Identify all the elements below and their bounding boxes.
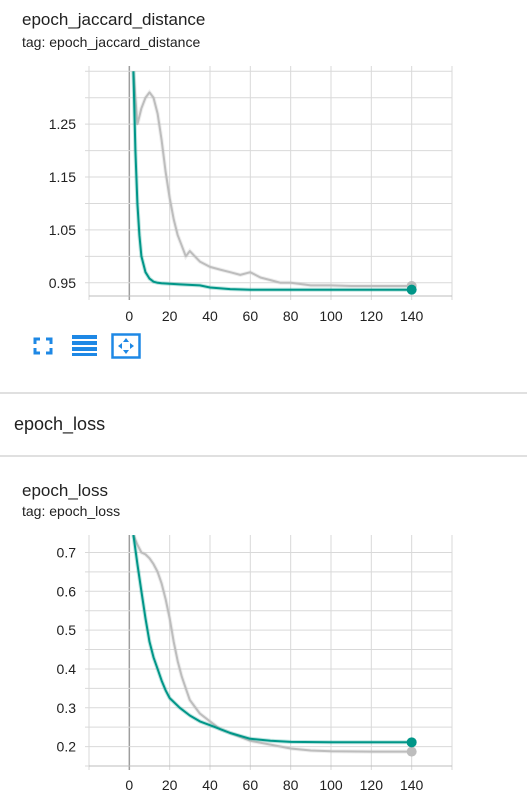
series-end-point [406, 284, 417, 295]
section-divider [0, 455, 527, 457]
y-tick-label: 0.6 [57, 583, 77, 599]
y-tick-label: 0.4 [57, 661, 77, 677]
loss-chart[interactable]: 0.2 0.3 0.4 0.5 0.6 0.7 0 20 40 60 80 100 120 140 [0, 532, 527, 802]
x-tick-label: 120 [360, 777, 384, 793]
x-tick-label: 80 [283, 777, 299, 793]
x-tick-label: 140 [400, 777, 424, 793]
y-tick-label: 1.15 [49, 169, 76, 185]
series-raw-line [131, 71, 412, 292]
toggle-log-scale-icon[interactable] [70, 333, 98, 359]
x-tick-label: 100 [319, 777, 343, 793]
section-title[interactable]: epoch_loss [14, 414, 106, 434]
series-end-point [406, 746, 417, 757]
x-tick-label: 140 [400, 308, 424, 324]
series-raw-line [131, 535, 412, 754]
x-tick-label: 0 [125, 777, 133, 793]
x-tick-label: 60 [243, 308, 259, 324]
series-raw-line [131, 71, 412, 288]
y-tick-label: 0.7 [57, 544, 77, 560]
y-tick-label: 0.3 [57, 700, 77, 716]
y-tick-label: 0.5 [57, 622, 77, 638]
x-tick-label: 60 [243, 777, 259, 793]
section-divider [0, 392, 527, 394]
chart-tag: tag: epoch_loss [22, 503, 121, 519]
series-line-run_teal [132, 535, 412, 744]
series-end-point [406, 737, 417, 748]
y-tick-label: 0.95 [49, 275, 76, 291]
y-tick-label: 1.05 [49, 222, 76, 238]
chart-tag: tag: epoch_jaccard_distance [22, 34, 201, 50]
x-tick-label: 0 [125, 308, 133, 324]
jaccard-distance-chart[interactable]: 0.95 1.05 1.15 1.25 0 20 40 60 80 100 120 140 [0, 0, 527, 330]
x-tick-label: 120 [360, 308, 384, 324]
x-tick-label: 20 [162, 777, 178, 793]
chart-title: epoch_jaccard_distance [22, 10, 206, 29]
series-line-run_gray [132, 535, 412, 753]
x-tick-label: 40 [202, 777, 218, 793]
fullscreen-icon[interactable] [29, 333, 57, 359]
y-tick-label: 1.25 [49, 116, 76, 132]
fit-domain-icon[interactable] [111, 333, 141, 359]
series-line-run_gray [132, 71, 412, 287]
x-tick-label: 40 [202, 308, 218, 324]
x-tick-label: 20 [162, 308, 178, 324]
y-tick-label: 0.2 [57, 739, 77, 755]
x-tick-label: 80 [283, 308, 299, 324]
chart-title: epoch_loss [22, 481, 109, 500]
x-tick-label: 100 [319, 308, 343, 324]
series-line-run_teal [132, 71, 412, 291]
